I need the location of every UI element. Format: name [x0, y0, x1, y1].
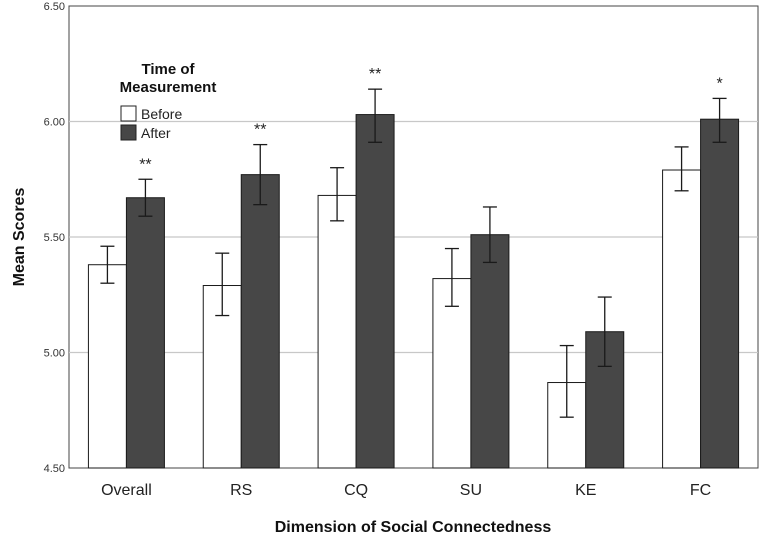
legend-title-line2: Measurement: [120, 79, 217, 96]
bar-after: [240, 174, 280, 469]
significance-marker: **: [254, 122, 266, 139]
significance-marker: *: [716, 75, 722, 92]
y-tick-label: 5.00: [44, 348, 65, 360]
y-tick-label: 6.50: [44, 1, 65, 13]
x-tick-labels: Overall RS CQ SU KE FC: [101, 482, 711, 499]
bar-after: [125, 197, 165, 469]
y-tick-label: 6.00: [44, 117, 65, 129]
x-tick-label: Overall: [101, 482, 152, 499]
x-tick-label: RS: [230, 482, 252, 499]
legend: Time of Measurement Before After: [120, 61, 217, 141]
x-tick-label: FC: [690, 482, 711, 499]
bar-before: [202, 285, 242, 469]
bar-after: [700, 118, 740, 469]
legend-title-line1: Time of: [141, 61, 195, 78]
legend-label-before: Before: [141, 106, 182, 122]
x-tick-label: KE: [575, 482, 596, 499]
bar-before: [87, 264, 127, 469]
x-tick-label: CQ: [344, 482, 368, 499]
legend-swatch-before: [120, 105, 137, 122]
legend-label-after: After: [141, 125, 171, 141]
x-axis-title: Dimension of Social Connectedness: [275, 519, 552, 536]
y-tick-labels: 4.50 5.00 5.50 6.00 6.50: [44, 1, 65, 475]
significance-marker: **: [369, 66, 381, 83]
bar-before: [662, 169, 702, 469]
y-tick-label: 5.50: [44, 232, 65, 244]
y-tick-label: 4.50: [44, 463, 65, 475]
x-tick-label: SU: [460, 482, 482, 499]
gridlines: [69, 120, 758, 354]
bars: [87, 114, 740, 469]
bar-before: [317, 194, 357, 469]
bar-after: [355, 114, 395, 469]
significance-markers: *******: [139, 66, 723, 173]
y-axis-title: Mean Scores: [11, 188, 28, 287]
error-bars: [100, 88, 727, 418]
legend-swatch-after: [120, 124, 137, 141]
significance-marker: **: [139, 156, 151, 173]
bar-after: [470, 234, 510, 469]
bar-before: [432, 278, 472, 469]
